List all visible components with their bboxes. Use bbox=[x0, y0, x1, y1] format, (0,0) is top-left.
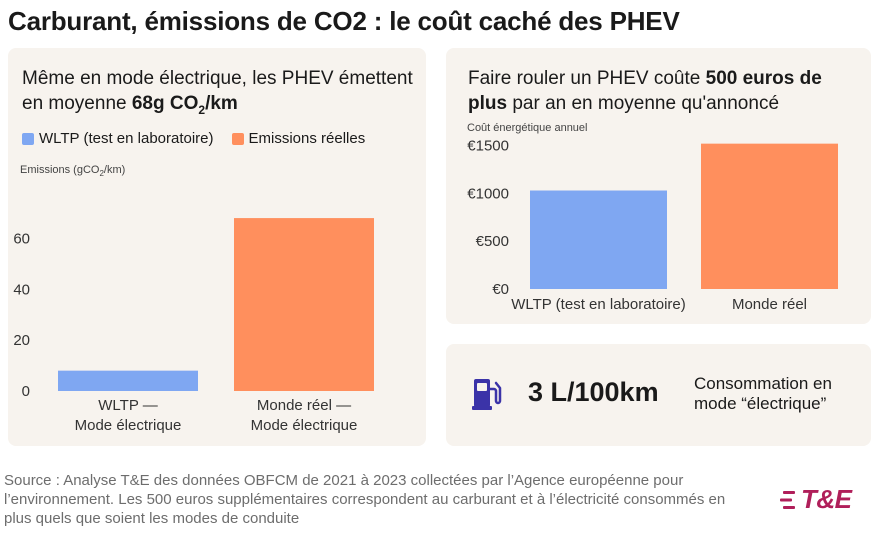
cost-bar bbox=[701, 143, 838, 289]
emissions-x-tick-label: Mode électrique bbox=[251, 417, 358, 434]
consumption-value: 3 L/100km bbox=[528, 377, 659, 407]
te-logo: T&E bbox=[780, 484, 852, 515]
legend-swatch-real bbox=[231, 132, 244, 145]
emissions-axis-caption: Emissions (gCO2/km) bbox=[20, 164, 126, 179]
consumption-description: Consommation en mode “électrique” bbox=[694, 374, 832, 413]
emissions-panel: Même en mode électrique, les PHEV émette… bbox=[8, 48, 426, 446]
cost-bar-chart: €0 €500 €1000 €1500 WLTP (test en laboratoir… bbox=[467, 138, 838, 313]
legend-label-real: Emissions réelles bbox=[248, 130, 366, 147]
cost-panel: Faire rouler un PHEV coûte 500 euros de … bbox=[446, 48, 871, 324]
legend-label-wltp: WLTP (test en laboratoire) bbox=[39, 130, 214, 147]
cost-axis-caption: Coût énergétique annuel bbox=[467, 122, 588, 134]
cost-bar bbox=[530, 190, 667, 289]
emissions-y-tick-label: 60 bbox=[13, 230, 30, 247]
emissions-title-value: 68g CO2/km bbox=[131, 93, 238, 117]
cost-y-tick-label: €1000 bbox=[467, 185, 509, 202]
fuel-pump-icon bbox=[472, 379, 502, 410]
emissions-title-text: Même en mode électrique, les PHEV émette… bbox=[22, 68, 413, 114]
logo-stripes-icon bbox=[780, 490, 795, 509]
emissions-bar-chart: 0 20 40 60 WLTP — Mode électrique Monde réel —… bbox=[13, 218, 374, 434]
cost-x-tick-label: Monde réel bbox=[732, 296, 807, 313]
cost-y-tick-label: €500 bbox=[476, 233, 509, 250]
logo-text: T&E bbox=[801, 484, 852, 514]
cost-x-tick-label: WLTP (test en laboratoire) bbox=[511, 296, 686, 313]
cost-y-tick-label: €1500 bbox=[467, 138, 509, 155]
legend-item-real: Emissions réelles bbox=[231, 130, 366, 147]
legend-swatch-wltp bbox=[22, 132, 34, 145]
consumption-panel: 3 L/100km Consommation en mode “électriq… bbox=[446, 344, 871, 446]
emissions-panel-title: Même en mode électrique, les PHEV émette… bbox=[22, 66, 422, 123]
emissions-y-tick-label: 40 bbox=[13, 281, 30, 298]
cost-y-tick-label: €0 bbox=[492, 281, 509, 298]
emissions-bar bbox=[234, 218, 374, 391]
legend-item-wltp: WLTP (test en laboratoire) bbox=[22, 130, 214, 147]
emissions-x-tick-label: WLTP — bbox=[98, 397, 157, 414]
emissions-legend: WLTP (test en laboratoire) Emissions rée… bbox=[22, 130, 383, 147]
emissions-x-tick-label: Monde réel — bbox=[257, 397, 351, 414]
source-note: Source : Analyse T&E des données OBFCM d… bbox=[4, 472, 726, 527]
emissions-y-tick-label: 20 bbox=[13, 332, 30, 349]
emissions-y-tick-label: 0 bbox=[22, 383, 30, 400]
emissions-x-tick-label: Mode électrique bbox=[75, 417, 182, 434]
cost-panel-title: Faire rouler un PHEV coûte 500 euros de … bbox=[468, 68, 822, 114]
emissions-bar bbox=[58, 370, 198, 391]
page-title: Carburant, émissions de CO2 : le coût ca… bbox=[8, 6, 680, 36]
